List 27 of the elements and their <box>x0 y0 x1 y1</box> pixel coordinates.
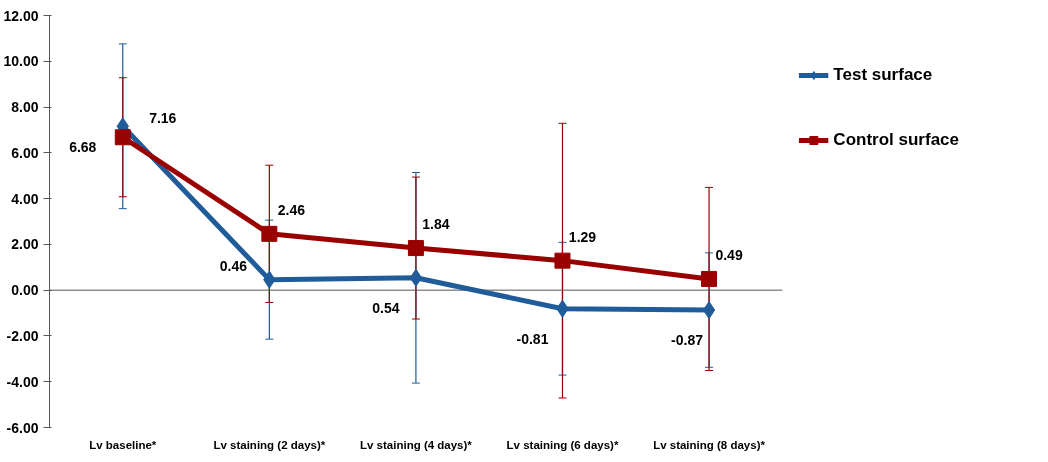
data-label: 6.68 <box>69 139 97 156</box>
y-tick-label: -2.00 <box>6 327 39 344</box>
y-tick-label: 8.00 <box>11 99 39 116</box>
x-tick-label: Lv baseline* <box>89 438 157 451</box>
y-tick-label: 10.00 <box>3 53 39 70</box>
data-label: 2.46 <box>277 201 306 218</box>
data-label: 7.16 <box>149 110 177 127</box>
y-tick-label: 12.00 <box>3 7 39 24</box>
data-label: -0.87 <box>671 332 704 349</box>
data-label: 1.84 <box>422 216 450 233</box>
x-tick-label: Lv staining (4 days)* <box>360 438 473 451</box>
data-label: 0.46 <box>219 257 248 274</box>
y-tick-label: 2.00 <box>11 236 39 253</box>
y-tick-label: 0.00 <box>11 282 39 299</box>
y-tick-label: -4.00 <box>6 373 39 390</box>
data-label: -0.81 <box>516 330 549 347</box>
data-label: 0.54 <box>372 299 400 316</box>
y-tick-label: -6.00 <box>6 419 39 436</box>
data-label: 0.49 <box>715 246 743 263</box>
x-tick-label: Lv staining (8 days)* <box>653 438 766 451</box>
x-tick-label: Lv staining (2 days)* <box>213 438 326 451</box>
y-tick-label: 4.00 <box>11 190 39 207</box>
legend-label: Test surface <box>833 65 933 85</box>
legend-label: Control surface <box>833 130 959 150</box>
x-tick-label: Lv staining (6 days)* <box>506 438 619 451</box>
data-label: 1.29 <box>568 228 597 245</box>
y-tick-label: 6.00 <box>11 144 39 161</box>
